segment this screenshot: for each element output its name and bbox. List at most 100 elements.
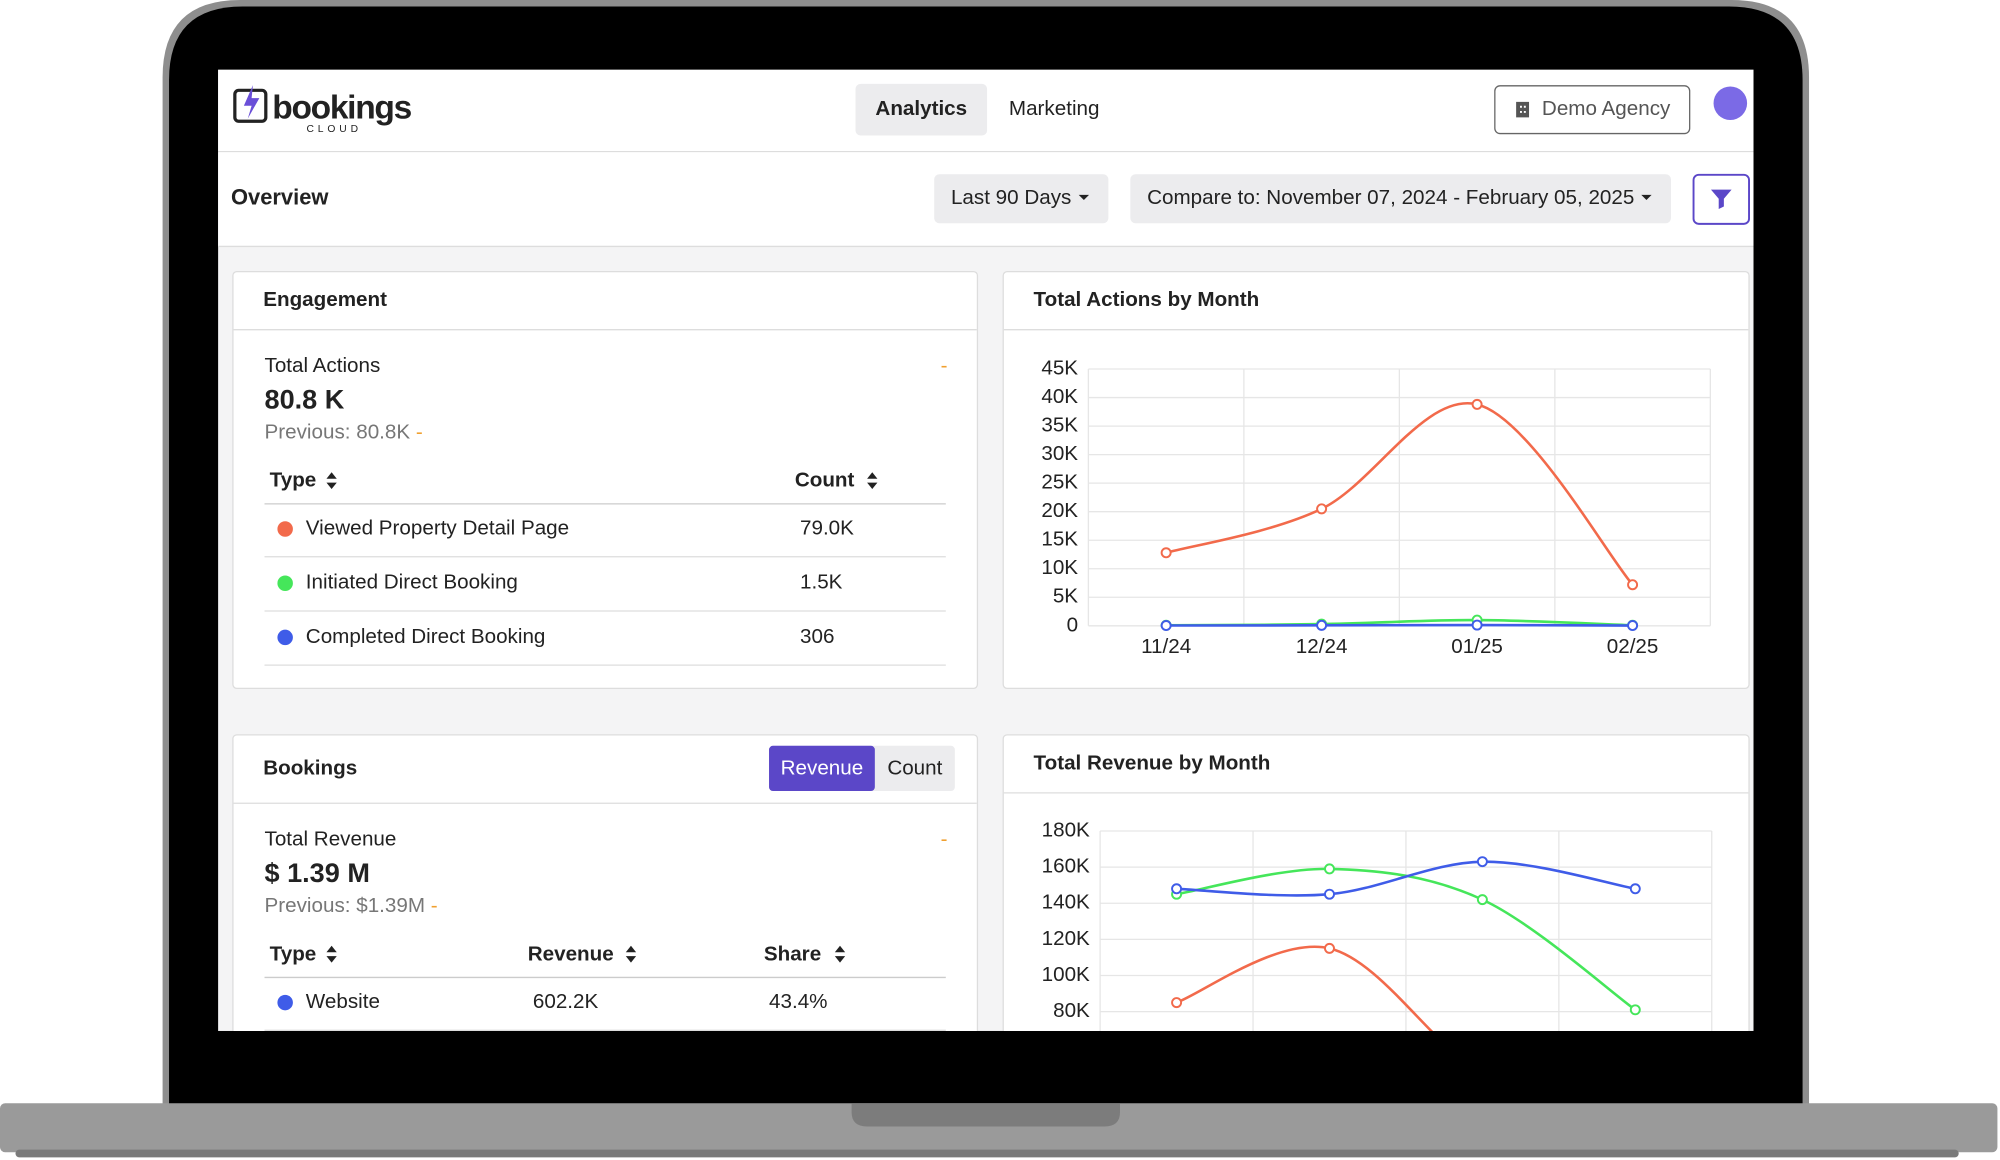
row-dot — [277, 629, 293, 646]
table-cell: 43.4% — [769, 990, 827, 1013]
table-cell: 602.2K — [533, 990, 599, 1013]
x-tick-label: 01/25 — [1451, 635, 1503, 658]
y-tick-label: 160K — [1042, 855, 1090, 878]
change: - — [941, 827, 948, 850]
logo: bookings — [272, 90, 411, 127]
caret — [1641, 194, 1652, 200]
y-tick-label: 45K — [1041, 356, 1078, 379]
laptop-base-shadow — [15, 1149, 1959, 1158]
y-tick-label: 25K — [1041, 471, 1078, 494]
metric-label: Total Revenue — [265, 827, 397, 850]
table-cell: 306 — [800, 625, 834, 648]
point — [1171, 883, 1183, 895]
y-tick-label: 35K — [1041, 414, 1078, 437]
table-cell: Initiated Direct Booking — [306, 571, 518, 594]
y-tick-label: 140K — [1042, 891, 1090, 914]
nav-item[interactable]: Analytics — [875, 97, 967, 120]
y-tick-label: 0 — [1067, 613, 1078, 636]
y-tick-label: 20K — [1041, 499, 1078, 522]
table-cell: Viewed Property Detail Page — [306, 516, 569, 539]
building-icon — [1516, 101, 1530, 118]
point — [1476, 894, 1488, 906]
caret — [1078, 194, 1090, 200]
point — [1471, 398, 1483, 410]
table-cell: 1.5K — [800, 571, 843, 594]
account-button[interactable] — [1494, 85, 1691, 135]
table-cell: Completed Direct Booking — [306, 625, 546, 648]
toggle-option[interactable]: Count — [887, 756, 942, 779]
point — [1323, 863, 1335, 875]
engagement-card — [232, 270, 979, 690]
point — [1629, 883, 1641, 895]
previous-value: Previous: 80.8K — [265, 421, 411, 444]
row-dot — [277, 575, 293, 591]
metric-label: Total Actions — [265, 354, 381, 377]
row-dot — [277, 521, 293, 537]
x-tick-label: 02/25 — [1607, 635, 1659, 658]
point — [1471, 619, 1483, 631]
series-line — [1176, 860, 1636, 897]
chart-title: Total Actions by Month — [1034, 288, 1260, 311]
y-tick-label: 5K — [1053, 585, 1078, 608]
metric-value: $ 1.39 M — [265, 857, 370, 888]
laptop-notch — [851, 1103, 1120, 1127]
column-header[interactable]: Share — [764, 942, 821, 965]
point — [1629, 1004, 1641, 1016]
y-tick-label: 80K — [1053, 999, 1090, 1022]
nav-active-bg[interactable] — [855, 83, 988, 136]
point — [1323, 888, 1335, 900]
sort-icon — [326, 945, 337, 963]
table-cell: 79.0K — [800, 516, 854, 539]
series-line — [1165, 401, 1634, 586]
compare-label[interactable]: Compare to: November 07, 2024 - February… — [1147, 186, 1634, 209]
screen: bookings CLOUD Analytics Marketing Demo … — [218, 69, 1754, 1031]
previous-change: - — [431, 895, 438, 918]
series-line — [1176, 945, 1433, 1031]
range-dropdown[interactable] — [934, 174, 1109, 224]
change: - — [941, 354, 948, 377]
sort-icon — [867, 472, 878, 490]
logo-icon — [233, 88, 268, 123]
y-tick-label: 100K — [1042, 963, 1090, 986]
column-header[interactable]: Revenue — [528, 942, 614, 965]
point — [1316, 503, 1328, 515]
previous-value: Previous: $1.39M — [265, 895, 426, 918]
nav-item[interactable]: Marketing — [1009, 97, 1100, 120]
avatar[interactable] — [1713, 86, 1748, 120]
y-tick-label: 15K — [1041, 528, 1078, 551]
point — [1627, 579, 1639, 591]
point — [1627, 620, 1639, 632]
page-title: Overview — [231, 185, 329, 210]
card-title: Engagement — [263, 288, 387, 311]
range-label[interactable]: Last 90 Days — [951, 186, 1071, 209]
card-title: Bookings — [263, 756, 357, 779]
y-tick-label: 30K — [1041, 442, 1078, 465]
x-tick-label: 11/24 — [1141, 635, 1191, 658]
sort-icon — [326, 472, 337, 490]
row-dot — [277, 994, 293, 1011]
metric-value: 80.8 K — [265, 383, 345, 414]
sort-icon — [625, 945, 637, 963]
series-line — [1176, 867, 1637, 1011]
column-header[interactable]: Type — [270, 469, 317, 492]
toggle-option[interactable]: Revenue — [781, 756, 864, 779]
point — [1171, 997, 1183, 1009]
toggle-active[interactable] — [769, 745, 875, 791]
logo-sub: CLOUD — [306, 124, 361, 135]
column-header[interactable]: Count — [795, 469, 855, 492]
previous: Previous: 80.8K - — [265, 421, 423, 444]
point — [1160, 620, 1172, 632]
chart-title: Total Revenue by Month — [1034, 751, 1271, 774]
point — [1160, 547, 1172, 559]
sort-icon — [834, 945, 846, 963]
account-name[interactable]: Demo Agency — [1542, 97, 1671, 120]
bookings-card — [232, 734, 979, 1031]
filter-icon — [1710, 189, 1732, 210]
column-header[interactable]: Type — [270, 942, 317, 965]
y-tick-label: 120K — [1042, 927, 1090, 950]
compare-dropdown[interactable] — [1130, 174, 1671, 224]
y-tick-label: 40K — [1041, 385, 1078, 408]
point — [1323, 942, 1335, 954]
